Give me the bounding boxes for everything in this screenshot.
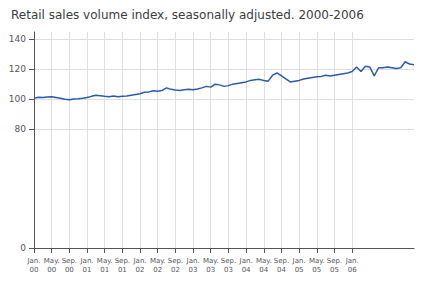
svg-text:06: 06 — [348, 266, 357, 274]
svg-text:100: 100 — [9, 94, 26, 104]
svg-text:Jan.: Jan. — [345, 257, 359, 265]
svg-text:05: 05 — [295, 266, 304, 274]
svg-text:Sep.: Sep. — [327, 257, 342, 265]
svg-text:Sep.: Sep. — [115, 257, 130, 265]
svg-text:May.: May. — [203, 257, 219, 265]
svg-text:01: 01 — [118, 266, 127, 274]
svg-text:04: 04 — [277, 266, 286, 274]
svg-text:120: 120 — [9, 64, 26, 74]
svg-text:00: 00 — [30, 266, 39, 274]
svg-text:Retail sales volume index, sea: Retail sales volume index, seasonally ad… — [11, 8, 364, 22]
svg-text:01: 01 — [100, 266, 109, 274]
svg-text:May.: May. — [309, 257, 325, 265]
svg-text:05: 05 — [330, 266, 339, 274]
svg-text:May.: May. — [44, 257, 60, 265]
svg-text:03: 03 — [224, 266, 233, 274]
svg-text:Jan.: Jan. — [26, 257, 40, 265]
svg-text:02: 02 — [153, 266, 162, 274]
svg-text:02: 02 — [171, 266, 180, 274]
svg-text:03: 03 — [206, 266, 215, 274]
svg-text:Sep.: Sep. — [168, 257, 183, 265]
svg-text:00: 00 — [47, 266, 56, 274]
svg-text:Jan.: Jan. — [292, 257, 306, 265]
svg-text:04: 04 — [259, 266, 268, 274]
svg-text:May.: May. — [256, 257, 272, 265]
svg-text:0: 0 — [20, 243, 26, 253]
svg-text:Jan.: Jan. — [80, 257, 94, 265]
svg-text:Jan.: Jan. — [239, 257, 253, 265]
svg-text:Jan.: Jan. — [133, 257, 147, 265]
svg-text:01: 01 — [83, 266, 92, 274]
svg-text:May.: May. — [97, 257, 113, 265]
svg-text:05: 05 — [312, 266, 321, 274]
svg-text:03: 03 — [189, 266, 198, 274]
svg-text:04: 04 — [242, 266, 251, 274]
svg-text:00: 00 — [65, 266, 74, 274]
svg-text:Jan.: Jan. — [186, 257, 200, 265]
svg-text:May.: May. — [150, 257, 166, 265]
svg-text:80: 80 — [15, 124, 27, 134]
svg-text:140: 140 — [9, 34, 26, 44]
svg-text:Sep.: Sep. — [274, 257, 289, 265]
svg-text:Sep.: Sep. — [221, 257, 236, 265]
svg-text:Sep.: Sep. — [62, 257, 77, 265]
svg-text:02: 02 — [136, 266, 145, 274]
